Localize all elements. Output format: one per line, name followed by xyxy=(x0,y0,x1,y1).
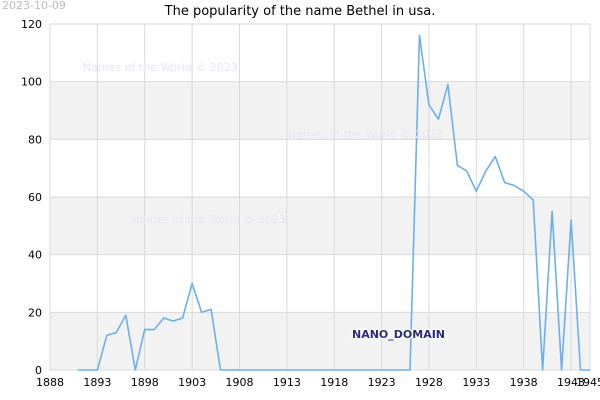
chart-title: The popularity of the name Bethel in usa… xyxy=(164,4,436,19)
data-point xyxy=(371,369,373,371)
data-point xyxy=(144,329,146,331)
data-point xyxy=(96,369,98,371)
y-tick-label: 100 xyxy=(21,76,42,89)
data-point xyxy=(134,369,136,371)
data-point xyxy=(380,369,383,371)
domain-watermark: NANO_DOMAIN xyxy=(352,328,445,341)
data-point xyxy=(343,369,345,371)
data-point xyxy=(286,369,288,371)
data-point xyxy=(267,369,269,371)
x-tick-label: 1928 xyxy=(415,376,443,389)
y-tick-label: 60 xyxy=(28,191,42,204)
data-point xyxy=(191,282,193,285)
data-point xyxy=(399,369,402,371)
data-point xyxy=(238,369,241,371)
data-point xyxy=(295,369,297,371)
data-point xyxy=(551,210,553,213)
data-point xyxy=(200,311,203,313)
chart-marks: 0 20 40 60 80 100 120 1888 1893 1898 1903 1908 1913 1… xyxy=(21,18,600,389)
x-tick-label: 1898 xyxy=(131,376,159,389)
data-point xyxy=(77,369,80,371)
grid-band xyxy=(50,81,590,140)
data-point xyxy=(542,369,544,371)
data-point xyxy=(125,314,127,316)
x-tick-label: 1888 xyxy=(36,376,64,389)
data-point xyxy=(513,184,515,187)
x-tick-label: 1918 xyxy=(320,376,348,389)
plot-area xyxy=(49,23,591,371)
data-point xyxy=(305,369,307,371)
data-point xyxy=(153,329,155,331)
y-tick-label: 80 xyxy=(28,133,42,146)
data-point xyxy=(428,104,430,106)
data-point xyxy=(418,34,421,37)
data-point xyxy=(352,369,354,371)
x-tick-label: 1903 xyxy=(178,376,206,389)
data-point xyxy=(456,164,458,166)
data-point xyxy=(314,369,316,371)
data-point xyxy=(276,369,278,371)
data-point xyxy=(532,199,534,201)
watermark-1: Names of the World © 2023 xyxy=(83,61,238,74)
data-point xyxy=(182,317,184,319)
data-point xyxy=(163,317,165,319)
data-point xyxy=(257,369,260,371)
data-point xyxy=(485,170,487,172)
data-point xyxy=(475,190,477,192)
data-point xyxy=(494,156,496,158)
y-tick-label: 20 xyxy=(28,306,42,319)
date-stamp: 2023-10-09 xyxy=(2,0,66,12)
data-point xyxy=(172,320,174,322)
data-point xyxy=(106,334,108,336)
data-point xyxy=(333,369,335,371)
y-tick-label: 40 xyxy=(28,249,42,262)
x-tick-label: 1933 xyxy=(462,376,490,389)
data-point xyxy=(560,369,563,371)
x-tick-label: 1923 xyxy=(368,376,396,389)
grid-band xyxy=(50,197,590,255)
y-tick-label: 0 xyxy=(35,364,42,377)
x-tick-label: 1938 xyxy=(510,376,538,389)
grid-band xyxy=(50,312,590,370)
data-point xyxy=(248,369,250,371)
x-tick-label: 1893 xyxy=(83,376,111,389)
data-point xyxy=(447,83,449,86)
data-point xyxy=(589,369,591,371)
data-point xyxy=(219,369,222,371)
x-tick-label: 1945 xyxy=(576,376,600,389)
data-point xyxy=(409,369,411,371)
data-point xyxy=(87,369,89,371)
x-tick-label: 1913 xyxy=(273,376,301,389)
data-point xyxy=(570,219,572,221)
data-point xyxy=(523,190,525,192)
watermark-3: Names of the World © 2023 xyxy=(131,213,286,226)
y-tick-label: 120 xyxy=(21,18,42,31)
data-point xyxy=(579,369,582,371)
data-point xyxy=(390,369,392,371)
data-point xyxy=(504,181,506,184)
data-point xyxy=(362,369,364,371)
data-point xyxy=(210,308,212,311)
data-point xyxy=(115,331,117,334)
data-point xyxy=(437,118,440,120)
data-point xyxy=(324,369,326,371)
data-point xyxy=(466,170,468,172)
x-tick-label: 1908 xyxy=(225,376,253,389)
watermark-2: Names of the World © 2023 xyxy=(288,128,443,141)
data-point xyxy=(229,369,231,371)
x-tick-label: 1943 xyxy=(557,376,585,389)
